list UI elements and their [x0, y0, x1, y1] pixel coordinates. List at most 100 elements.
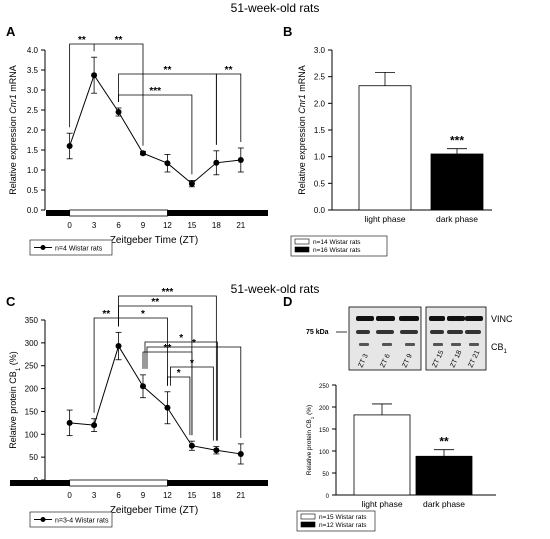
data-point [66, 143, 73, 149]
significance-bracket [167, 376, 191, 436]
blot-marker-label: 75 kDa [306, 329, 329, 336]
y-axis-label: Relative protein CB1 (%) [8, 351, 22, 449]
series-line [69, 74, 241, 185]
significance-label: *** [149, 86, 161, 97]
legend-marker [40, 517, 46, 522]
significance-label: ** [225, 65, 233, 76]
significance-bracket [170, 366, 214, 441]
panel-label: D [283, 294, 292, 309]
x-tick-label: 3 [92, 491, 97, 500]
legend-marker [40, 245, 46, 250]
legend-label: n=12 Wistar rats [319, 522, 367, 529]
x-tick-label: dark phase [436, 214, 478, 224]
panel-label: C [6, 294, 16, 309]
dark-bar [167, 480, 268, 486]
significance-label: *** [450, 134, 464, 148]
blot-band [376, 316, 395, 321]
y-axis-label: Relative expression Cnr1 mRNA [8, 65, 18, 195]
x-tick-label: 3 [92, 221, 97, 230]
x-tick-label: 15 [187, 221, 196, 230]
x-tick-label: light phase [361, 499, 402, 509]
y-tick-label: 250 [319, 384, 330, 390]
panel-d: D 0 50 100 150 200 250 Relative protein CB1 (%)… [283, 294, 513, 532]
significance-label: *** [162, 287, 174, 298]
data-point [164, 404, 171, 411]
blot-band [376, 330, 394, 334]
legend-swatch [300, 521, 316, 528]
data-point [115, 109, 122, 115]
series-line [69, 344, 241, 455]
data-point [213, 159, 220, 166]
significance-bracket [118, 73, 217, 145]
blot-band [430, 330, 444, 334]
significance-bracket [215, 73, 242, 145]
significance-label: ** [102, 309, 110, 320]
y-tick-label: 3.5 [27, 66, 39, 75]
y-tick-label: 2.0 [27, 126, 39, 135]
blot-band [356, 316, 374, 321]
x-tick-label: light phase [364, 214, 405, 224]
x-tick-label: 12 [163, 491, 172, 500]
x-tick-label: 15 [187, 491, 196, 500]
blot-band [465, 330, 481, 334]
significance-bracket [118, 295, 217, 441]
heading-middle: 51-week-old rats [231, 282, 320, 296]
x-tick-label: 6 [116, 491, 121, 500]
blot-band [356, 330, 370, 334]
y-axis-label: Relative protein CB1 (%) [306, 405, 315, 475]
y-tick-label: 50 [322, 472, 329, 478]
y-tick-label: 0.0 [314, 206, 326, 215]
significance-label: * [192, 338, 196, 349]
bar [358, 85, 412, 211]
panel-label: B [283, 24, 292, 39]
dark-bar [167, 210, 268, 216]
panel-b: B 0.0 0.5 1.0 1.5 2.0 2.5 3.0 Relative expressio… [283, 24, 492, 257]
legend-swatch [300, 513, 316, 520]
data-point [91, 422, 98, 429]
blot-band [469, 343, 479, 346]
y-tick-label: 100 [319, 450, 330, 456]
heading-top: 51-week-old rats [231, 1, 320, 15]
y-tick-label: 1.5 [314, 126, 326, 135]
significance-bracket [144, 341, 218, 441]
legend-box [29, 239, 113, 256]
y-axis-label: Relative expression Cnr1 mRNA [297, 65, 307, 195]
data-point [139, 383, 146, 390]
significance-label: * [141, 309, 145, 320]
data-point [91, 72, 98, 79]
blot-band-label-vinc: VINC [491, 314, 513, 324]
x-axis-label: Zeitgeber Time (ZT) [110, 505, 198, 516]
significance-label: * [179, 333, 183, 344]
panel-label: A [6, 24, 16, 39]
y-tick-label: 200 [25, 385, 39, 394]
blot-band [429, 316, 445, 321]
data-point [66, 419, 73, 426]
significance-bracket [118, 94, 193, 175]
y-tick-label: 0.5 [314, 179, 326, 188]
blot-band [433, 343, 443, 346]
legend-label: n=15 Wistar rats [319, 514, 367, 521]
significance-bracket [93, 317, 119, 413]
blot-band [447, 330, 463, 334]
significance-bracket [146, 346, 242, 438]
legend-box [29, 511, 113, 528]
significance-label: ** [439, 435, 449, 449]
blot-band [359, 343, 369, 346]
significance-label: ** [164, 65, 172, 76]
significance-bracket [118, 305, 193, 436]
x-tick-label: 21 [236, 221, 245, 230]
y-tick-label: 100 [25, 430, 39, 439]
significance-label: * [177, 368, 181, 379]
y-tick-label: 3.0 [314, 46, 326, 55]
x-tick-label: 0 [67, 221, 72, 230]
legend-box [296, 510, 376, 532]
panel-a: A 0.0 0.5 1.0 1.5 2.0 2.5 3.0 3.5 4.0 Relative exp… [6, 24, 268, 256]
blot-band [405, 343, 415, 346]
x-tick-label: 9 [141, 491, 146, 500]
bar [353, 414, 411, 496]
y-tick-label: 50 [29, 453, 38, 462]
blot-band [447, 316, 465, 321]
blot-band [399, 316, 419, 321]
x-tick-label: 0 [67, 491, 72, 500]
